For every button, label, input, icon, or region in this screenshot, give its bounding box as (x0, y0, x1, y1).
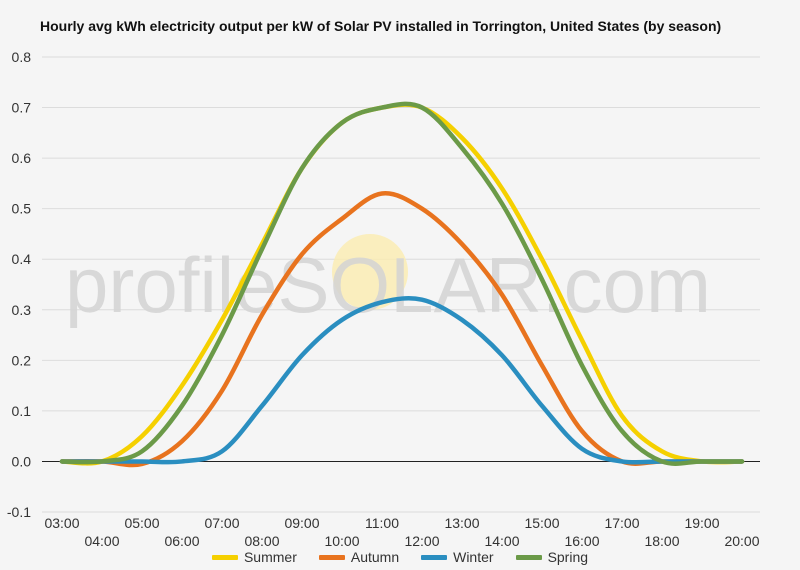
y-tick-label: 0.5 (12, 201, 32, 217)
legend-label: Spring (547, 549, 589, 565)
x-tick-label: 19:00 (684, 515, 719, 531)
x-tick-label: 13:00 (444, 515, 479, 531)
y-axis-tick-labels: -0.1 0.0 0.1 0.2 0.3 0.4 0.5 0.6 0.7 0.8 (7, 49, 31, 520)
x-tick-label: 10:00 (324, 533, 359, 549)
legend-label: Summer (243, 549, 297, 565)
legend-swatch (318, 554, 345, 560)
y-tick-label: 0.1 (12, 403, 32, 419)
legend-swatch (211, 554, 238, 560)
watermark-layer: profileSOLAR.com (65, 234, 711, 329)
x-tick-label: 17:00 (604, 515, 639, 531)
watermark-sun (332, 234, 408, 310)
x-tick-label: 09:00 (284, 515, 319, 531)
series-layer (59, 101, 745, 468)
x-tick-label: 04:00 (84, 533, 119, 549)
x-tick-label: 20:00 (724, 533, 759, 549)
x-tick-label: 11:00 (365, 515, 399, 531)
x-tick-label: 06:00 (164, 533, 199, 549)
y-tick-label: 0.8 (12, 49, 32, 65)
legend-item-autumn: Autumn (318, 549, 400, 565)
legend-label: Winter (453, 549, 494, 565)
legend: Summer Autumn Winter Spring (0, 549, 800, 565)
x-tick-label: 15:00 (524, 515, 559, 531)
y-tick-label: 0.6 (12, 150, 32, 166)
x-tick-label: 03:00 (44, 515, 79, 531)
series-line-winter (59, 296, 745, 465)
series-line-spring (59, 101, 745, 466)
x-tick-label: 12:00 (404, 533, 439, 549)
x-tick-label: 07:00 (204, 515, 239, 531)
legend-item-summer: Summer (211, 549, 297, 565)
legend-item-spring: Spring (515, 549, 589, 565)
y-tick-label: -0.1 (7, 504, 31, 520)
chart-title: Hourly avg kWh electricity output per kW… (40, 18, 722, 34)
x-tick-label: 05:00 (124, 515, 159, 531)
legend-label: Autumn (350, 549, 400, 565)
y-tick-label: 0.2 (12, 352, 32, 368)
watermark-text: profileSOLAR.com (65, 241, 711, 329)
y-tick-label: 0.4 (12, 251, 32, 267)
y-tick-label: 0.7 (12, 100, 32, 116)
x-axis-tick-labels: 03:00 04:00 05:00 06:00 07:00 08:00 09:00 10:00… (44, 515, 759, 549)
y-tick-label: 0.0 (12, 453, 32, 469)
legend-swatch (421, 554, 448, 560)
legend-item-winter: Winter (421, 549, 494, 565)
grid-layer (42, 56, 760, 513)
x-tick-label: 14:00 (484, 533, 519, 549)
legend-swatch (515, 554, 542, 560)
series-line-autumn (59, 191, 745, 468)
x-tick-label: 16:00 (564, 533, 599, 549)
y-tick-label: 0.3 (12, 302, 32, 318)
x-tick-label: 18:00 (644, 533, 679, 549)
x-tick-label: 08:00 (244, 533, 279, 549)
